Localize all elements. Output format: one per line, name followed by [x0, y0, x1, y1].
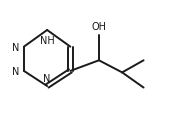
Text: OH: OH — [91, 22, 106, 32]
Text: N: N — [43, 73, 51, 83]
Text: N: N — [12, 66, 20, 76]
Text: N: N — [12, 42, 20, 52]
Text: NH: NH — [40, 36, 55, 45]
